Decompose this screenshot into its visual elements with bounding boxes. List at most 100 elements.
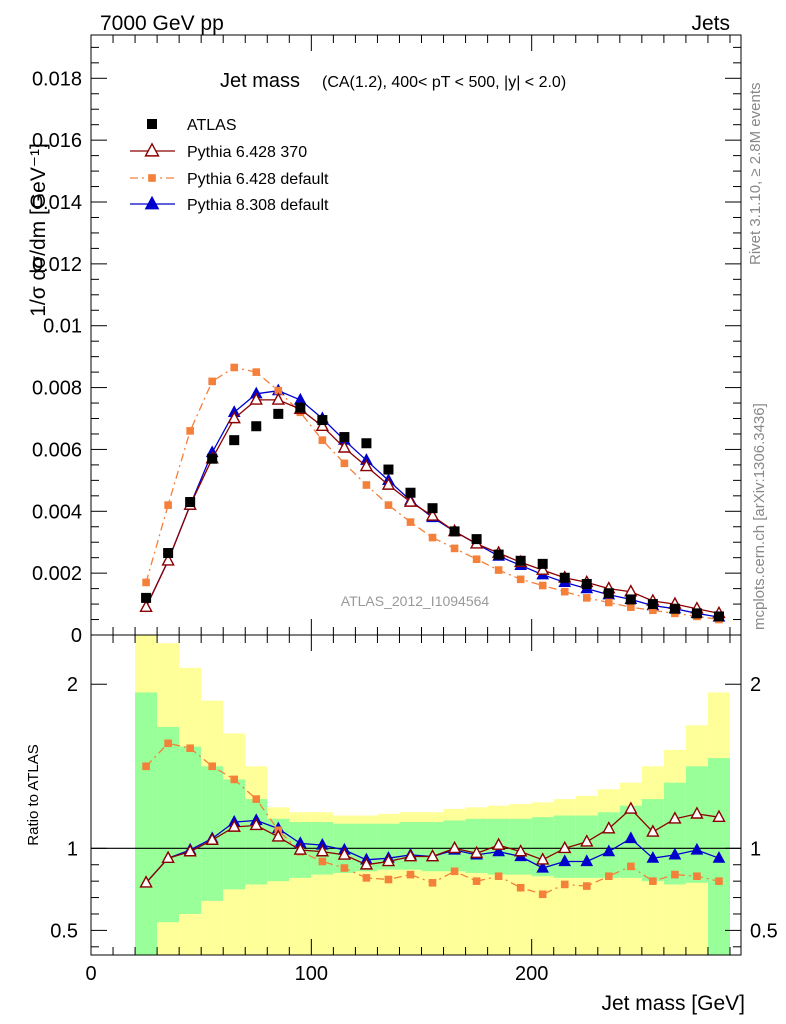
point-pythia-6-428-default <box>560 587 569 596</box>
point-atlas <box>163 548 174 559</box>
inner-band-bin <box>685 766 708 883</box>
point-atlas <box>691 608 702 619</box>
point-pythia-6-428-default <box>340 459 349 468</box>
inner-band-bin <box>245 799 268 885</box>
point-pythia-6-428-default <box>472 555 481 564</box>
y-tick-label: 0.018 <box>32 68 82 90</box>
ratio-point-pythia-8-308-default <box>536 860 550 873</box>
ratio-point-pythia-6-428-default <box>472 877 481 885</box>
point-pythia-6-428-default <box>274 386 283 395</box>
point-atlas <box>273 408 284 419</box>
ratio-point-pythia-6-428-370 <box>337 847 352 860</box>
ratio-point-pythia-6-428-default <box>252 795 261 803</box>
point-atlas <box>713 611 724 622</box>
ratio-point-pythia-6-428-370 <box>403 849 418 862</box>
ratio-tick-label-left: 1 <box>67 838 78 860</box>
y-tick-label: 0.01 <box>43 316 82 338</box>
point-atlas <box>449 526 460 537</box>
ratio-point-pythia-6-428-370 <box>646 824 660 837</box>
ratio-point-pythia-6-428-370 <box>558 840 572 854</box>
legend-marker-pythia-6-428-default <box>148 174 156 182</box>
ratio-point-pythia-6-428-default <box>494 872 503 881</box>
inner-band-bin <box>575 815 598 878</box>
legend-label-atlas: ATLAS <box>187 117 237 134</box>
ratio-tick-label-right: 1 <box>750 838 761 860</box>
point-atlas <box>383 464 394 475</box>
ratio-point-pythia-6-428-default <box>186 744 194 753</box>
ratio-point-pythia-6-428-370 <box>227 819 241 832</box>
ratio-point-pythia-6-428-370 <box>161 850 175 864</box>
ratio-point-pythia-6-428-default <box>428 878 437 887</box>
point-atlas <box>647 599 658 610</box>
ratio-point-pythia-6-428-default <box>693 872 701 881</box>
legend-marker-pythia-8-308-default <box>144 195 160 210</box>
legend-label-pythia-8-308-default: Pythia 8.308 default <box>187 197 329 214</box>
ratio-point-pythia-6-428-370 <box>447 840 462 854</box>
ratio-lines <box>139 739 726 899</box>
ratio-point-pythia-6-428-370 <box>293 842 307 855</box>
point-pythia-6-428-370 <box>315 418 330 432</box>
analysis-watermark: ATLAS_2012_I1094564 <box>341 593 490 609</box>
point-atlas <box>471 534 482 545</box>
ratio-point-pythia-6-428-default <box>516 883 525 892</box>
ratio-point-pythia-8-308-default <box>492 844 505 857</box>
ratio-point-pythia-6-428-default <box>538 890 547 899</box>
ratio-point-pythia-6-428-default <box>318 857 327 866</box>
uncertainty-bands <box>135 635 730 955</box>
ratio-point-pythia-6-428-370 <box>271 829 285 842</box>
point-pythia-6-428-default <box>516 575 525 584</box>
point-pythia-6-428-default <box>538 581 547 590</box>
point-atlas <box>515 555 526 566</box>
point-atlas <box>581 578 592 589</box>
point-atlas <box>251 421 262 432</box>
ratio-point-pythia-6-428-default <box>340 864 349 872</box>
point-pythia-6-428-default <box>406 518 415 526</box>
inner-band-bin <box>135 692 158 955</box>
ratio-tick-label-left: 2 <box>67 674 78 696</box>
series-lines <box>139 363 726 624</box>
x-tick-label: 200 <box>515 963 548 985</box>
point-pythia-6-428-default <box>428 533 437 542</box>
point-pythia-6-428-default <box>252 368 261 376</box>
ratio-point-pythia-8-308-default <box>602 844 616 857</box>
point-pythia-6-428-370 <box>161 553 175 566</box>
x-tick-label: 100 <box>295 963 328 985</box>
axes: 0 100 200 0 0.002 0.004 0.006 0.008 0.01 0.012 0.0… <box>32 35 778 985</box>
point-atlas <box>559 572 570 583</box>
point-pythia-6-428-370 <box>425 508 440 521</box>
legend-marker-pythia-6-428-370 <box>144 142 160 157</box>
point-pythia-6-428-default <box>450 544 459 553</box>
point-pythia-6-428-default <box>494 566 503 574</box>
point-pythia-6-428-370 <box>536 562 550 575</box>
ratio-tick-label-right: 2 <box>750 674 761 696</box>
point-atlas <box>339 432 350 443</box>
chart-title: Jet mass <box>220 70 300 92</box>
ratio-point-pythia-6-428-default <box>230 775 239 784</box>
y-tick-label: 0.006 <box>32 439 82 461</box>
ratio-point-pythia-6-428-370 <box>602 821 616 834</box>
ratio-tick-label-left: 0.5 <box>50 920 78 942</box>
ratio-point-pythia-6-428-370 <box>668 811 682 824</box>
ratio-point-pythia-6-428-370 <box>183 844 197 857</box>
legend-marker-atlas <box>147 119 157 129</box>
ratio-point-pythia-6-428-370 <box>139 875 153 888</box>
ratio-point-pythia-8-308-default <box>580 854 594 867</box>
ratio-axis-label: Ratio to ATLAS <box>25 744 42 845</box>
ratio-point-pythia-6-428-370 <box>359 857 374 870</box>
inner-band-bin <box>663 782 686 885</box>
ratio-point-pythia-6-428-370 <box>580 834 594 847</box>
point-atlas <box>361 438 372 449</box>
ratio-point-pythia-6-428-default <box>715 877 723 885</box>
ratio-point-pythia-6-428-default <box>604 872 613 881</box>
point-atlas <box>669 603 680 614</box>
ratio-point-pythia-6-428-default <box>406 870 415 879</box>
point-pythia-6-428-370 <box>271 392 285 405</box>
legend-label-pythia-6-428-default: Pythia 6.428 default <box>187 171 329 188</box>
ratio-point-pythia-6-428-default <box>450 867 459 876</box>
point-atlas <box>405 487 416 498</box>
ratio-point-pythia-6-428-default <box>164 739 172 748</box>
inner-band-bin <box>531 817 554 877</box>
ratio-point-pythia-6-428-370 <box>425 849 440 862</box>
ratio-point-pythia-6-428-370 <box>624 801 638 814</box>
point-atlas <box>295 402 306 413</box>
